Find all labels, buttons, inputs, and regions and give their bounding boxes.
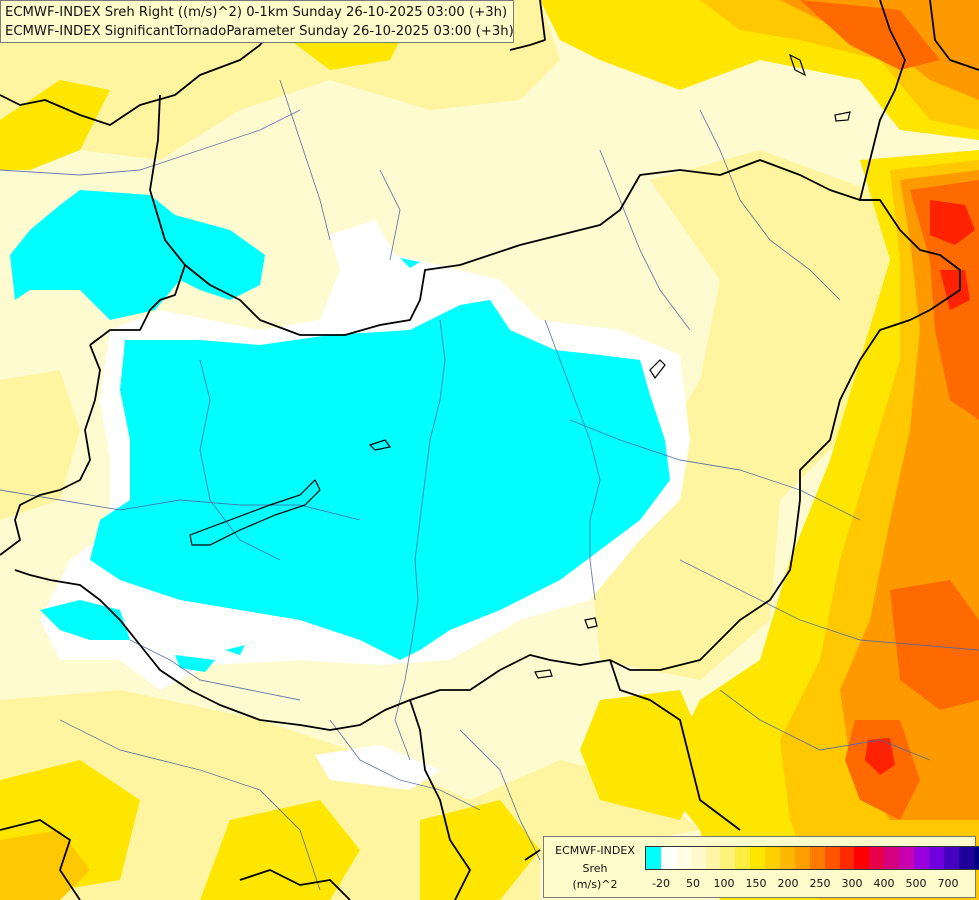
header-line-2: ECMWF-INDEX SignificantTornadoParameter … [5, 24, 514, 39]
legend-swatches [645, 846, 979, 870]
red-field [865, 200, 975, 775]
lakes [189, 53, 851, 679]
legend-swatch [794, 847, 810, 869]
legend-swatch [914, 847, 929, 869]
header-line-1: ECMWF-INDEX Sreh Right ((m/s)^2) 0-1km S… [5, 5, 508, 20]
legend-swatch [675, 847, 691, 869]
legend-tick-label: 700 [937, 877, 959, 890]
legend-unit: (m/s)^2 [572, 878, 618, 891]
legend-swatch [809, 847, 825, 869]
legend-parameter: Sreh [582, 862, 608, 875]
legend-swatch [690, 847, 706, 869]
legend-tick-label: 500 [905, 877, 927, 890]
legend-tick-label: 300 [841, 877, 863, 890]
legend-swatch [839, 847, 855, 869]
legend-swatch [869, 847, 885, 869]
cyan-field [10, 190, 670, 672]
legend-swatch [958, 847, 974, 869]
legend-swatch [884, 847, 900, 869]
rivers [0, 79, 979, 891]
legend-tick-label: 150 [745, 877, 767, 890]
legend-swatch [705, 847, 721, 869]
legend-tick-label: 100 [713, 877, 735, 890]
legend-swatch [720, 847, 736, 869]
legend-tick-label: 50 [686, 877, 700, 890]
legend-swatch [824, 847, 840, 869]
legend-swatch [854, 847, 870, 869]
header-box: ECMWF-INDEX Sreh Right ((m/s)^2) 0-1km S… [0, 0, 514, 43]
legend-tick-label: -20 [652, 877, 670, 890]
legend-swatch [660, 847, 676, 869]
legend-swatch [899, 847, 915, 869]
legend-swatch [646, 847, 661, 869]
legend-swatch [750, 847, 766, 869]
legend-tick-label: 200 [777, 877, 799, 890]
legend-swatch [928, 847, 944, 869]
legend-tick-label: 250 [809, 877, 831, 890]
legend-swatch [973, 847, 979, 869]
legend-swatch [765, 847, 781, 869]
legend-source: ECMWF-INDEX [555, 844, 635, 857]
legend-swatch [735, 847, 751, 869]
legend-swatch [943, 847, 959, 869]
legend-tick-label: 400 [873, 877, 895, 890]
color-legend: ECMWF-INDEX Sreh (m/s)^2 -20 50 100 150 200 2… [543, 836, 979, 898]
legend-swatch [780, 847, 795, 869]
